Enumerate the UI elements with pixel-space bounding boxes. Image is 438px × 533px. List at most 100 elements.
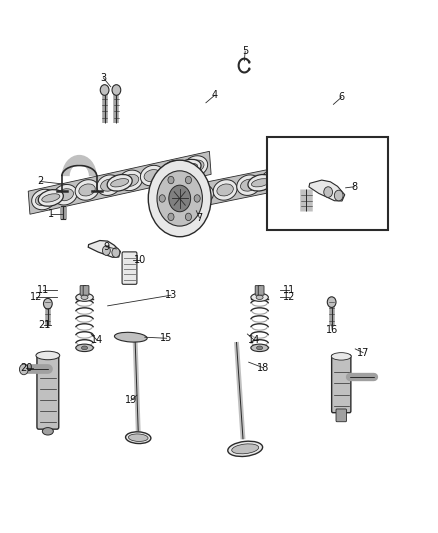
Text: 17: 17	[357, 348, 369, 358]
Ellipse shape	[57, 189, 74, 201]
Ellipse shape	[76, 344, 93, 352]
Ellipse shape	[122, 174, 139, 187]
Circle shape	[248, 61, 251, 63]
Ellipse shape	[36, 351, 60, 360]
Text: 10: 10	[134, 255, 147, 265]
Circle shape	[43, 298, 52, 309]
Ellipse shape	[217, 184, 233, 196]
Ellipse shape	[76, 293, 93, 301]
FancyBboxPatch shape	[336, 409, 346, 422]
Ellipse shape	[42, 194, 60, 202]
Ellipse shape	[166, 189, 190, 210]
Ellipse shape	[35, 193, 52, 206]
Ellipse shape	[53, 184, 77, 205]
Ellipse shape	[331, 353, 351, 360]
Ellipse shape	[119, 170, 142, 191]
Ellipse shape	[193, 189, 210, 201]
Ellipse shape	[237, 175, 261, 196]
Text: 7: 7	[196, 213, 202, 223]
Ellipse shape	[162, 160, 186, 181]
Bar	[267, 138, 389, 230]
Circle shape	[168, 213, 174, 221]
Circle shape	[19, 364, 28, 375]
Polygon shape	[28, 151, 211, 214]
Circle shape	[185, 213, 191, 221]
Text: 15: 15	[160, 333, 173, 343]
Text: 1: 1	[48, 209, 54, 220]
Circle shape	[327, 297, 336, 308]
Ellipse shape	[97, 175, 121, 196]
Circle shape	[334, 190, 343, 201]
Ellipse shape	[248, 174, 273, 191]
Ellipse shape	[173, 190, 198, 206]
Circle shape	[324, 187, 332, 197]
FancyBboxPatch shape	[83, 286, 89, 295]
Ellipse shape	[326, 164, 344, 172]
Ellipse shape	[251, 293, 268, 301]
FancyBboxPatch shape	[332, 355, 351, 413]
Circle shape	[194, 195, 200, 202]
FancyBboxPatch shape	[255, 286, 261, 295]
Ellipse shape	[311, 165, 328, 177]
Text: 4: 4	[212, 90, 218, 100]
Circle shape	[248, 67, 251, 70]
Text: 19: 19	[125, 395, 137, 406]
Circle shape	[169, 185, 191, 212]
Ellipse shape	[176, 159, 201, 176]
Ellipse shape	[232, 444, 259, 454]
Text: 12: 12	[30, 292, 42, 302]
Circle shape	[157, 171, 202, 226]
Text: 5: 5	[242, 46, 248, 56]
Polygon shape	[88, 240, 120, 257]
Ellipse shape	[284, 165, 308, 186]
FancyBboxPatch shape	[37, 353, 59, 429]
Polygon shape	[309, 180, 345, 201]
Ellipse shape	[264, 174, 280, 187]
Ellipse shape	[228, 441, 263, 456]
FancyBboxPatch shape	[258, 286, 264, 295]
Circle shape	[185, 176, 191, 184]
Ellipse shape	[114, 332, 147, 342]
Ellipse shape	[126, 432, 151, 443]
Ellipse shape	[75, 180, 99, 200]
Text: 3: 3	[100, 73, 106, 83]
Circle shape	[112, 85, 121, 95]
Ellipse shape	[180, 164, 198, 172]
Circle shape	[112, 248, 120, 257]
Ellipse shape	[240, 179, 257, 191]
FancyBboxPatch shape	[80, 286, 86, 295]
Ellipse shape	[140, 165, 164, 186]
Text: 2: 2	[37, 176, 43, 187]
Circle shape	[159, 195, 165, 202]
Ellipse shape	[79, 184, 95, 196]
Text: 18: 18	[257, 362, 269, 373]
Ellipse shape	[331, 156, 355, 176]
Ellipse shape	[107, 174, 132, 191]
Ellipse shape	[260, 170, 284, 191]
Ellipse shape	[213, 180, 237, 200]
FancyBboxPatch shape	[122, 252, 137, 284]
Text: 6: 6	[338, 92, 344, 102]
Ellipse shape	[190, 184, 213, 205]
Ellipse shape	[42, 427, 53, 435]
Ellipse shape	[323, 159, 348, 176]
Ellipse shape	[101, 179, 117, 191]
Text: 14: 14	[91, 335, 103, 345]
Circle shape	[100, 85, 109, 95]
Ellipse shape	[38, 190, 64, 206]
Ellipse shape	[111, 179, 129, 187]
Ellipse shape	[335, 160, 351, 172]
Ellipse shape	[170, 193, 186, 206]
Text: 21: 21	[38, 320, 50, 330]
Text: 14: 14	[248, 335, 260, 345]
Ellipse shape	[81, 346, 88, 350]
Text: 20: 20	[20, 362, 32, 373]
Ellipse shape	[187, 160, 204, 172]
Text: 8: 8	[351, 182, 357, 192]
Ellipse shape	[251, 344, 268, 352]
Text: 11: 11	[37, 285, 49, 295]
Ellipse shape	[81, 295, 88, 300]
Circle shape	[168, 176, 174, 184]
Ellipse shape	[307, 160, 331, 181]
Ellipse shape	[166, 165, 182, 177]
